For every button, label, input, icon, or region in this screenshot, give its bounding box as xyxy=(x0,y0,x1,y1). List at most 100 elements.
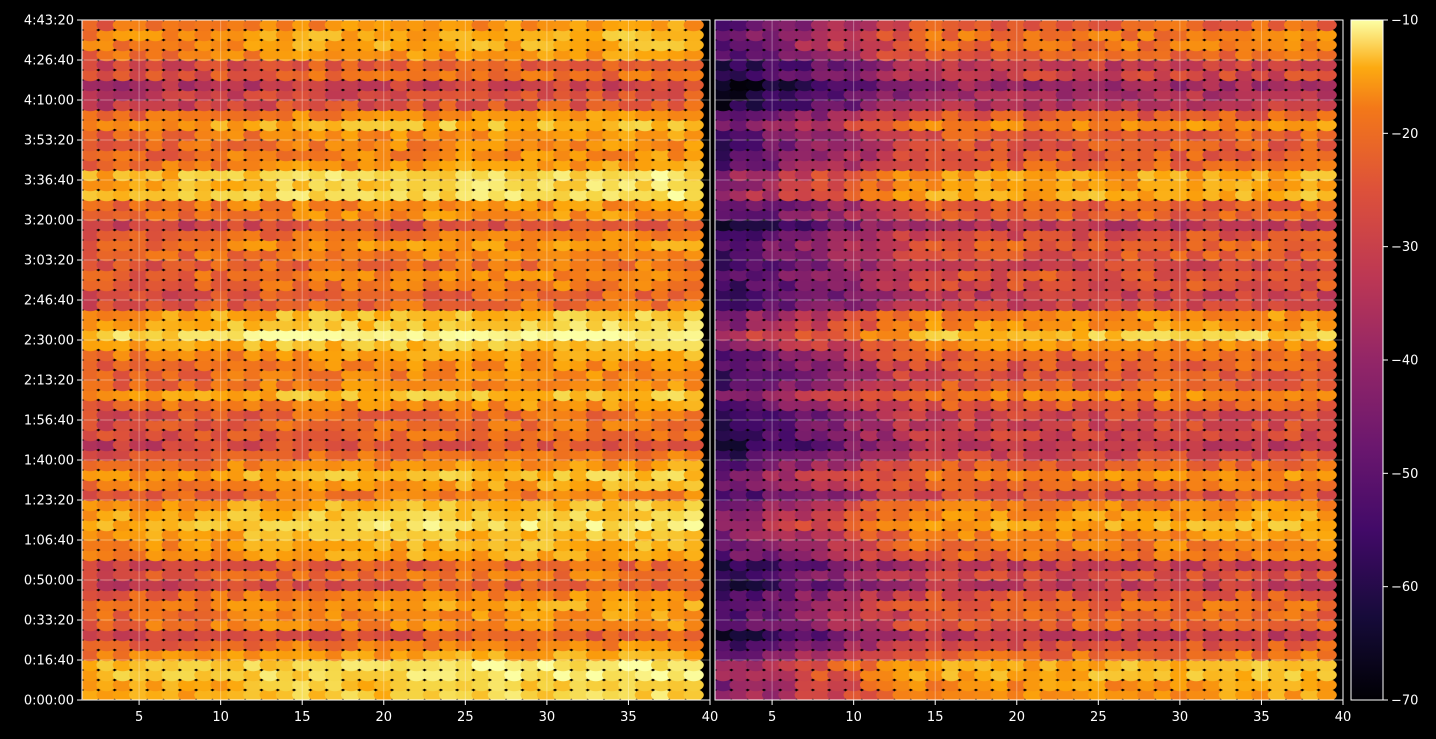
heatmap-cell xyxy=(308,638,329,652)
heatmap-cell xyxy=(226,118,248,132)
heatmap-cell xyxy=(1055,208,1076,222)
heatmap-cell xyxy=(275,138,296,152)
heatmap-cell xyxy=(1316,408,1337,422)
heatmap-cell xyxy=(96,558,117,572)
heatmap-cell xyxy=(259,20,280,32)
heatmap-cell xyxy=(129,488,150,502)
heatmap-cell xyxy=(585,278,606,292)
heatmap-cell xyxy=(161,148,182,162)
heatmap-cell xyxy=(487,368,508,382)
heatmap-cell xyxy=(908,128,930,142)
heatmap-cell xyxy=(1218,168,1239,182)
heatmap-cell xyxy=(373,88,394,102)
heatmap-cell xyxy=(324,28,345,42)
heatmap-cell xyxy=(308,558,329,572)
heatmap-cell xyxy=(259,558,280,572)
heatmap-cell xyxy=(308,198,329,212)
heatmap-cell xyxy=(520,608,541,622)
heatmap-cell xyxy=(876,518,897,532)
heatmap-cell xyxy=(96,318,117,332)
heatmap-cell xyxy=(373,318,394,332)
heatmap-cell xyxy=(843,188,864,202)
heatmap-cell xyxy=(651,358,672,372)
heatmap-cell xyxy=(194,458,215,472)
heatmap-cell xyxy=(145,28,166,42)
heatmap-cell xyxy=(1088,398,1109,412)
heatmap-cell xyxy=(585,88,606,102)
heatmap-cell xyxy=(226,198,248,212)
heatmap-cell xyxy=(827,328,848,342)
heatmap-cell xyxy=(715,568,734,582)
heatmap-cell xyxy=(876,538,897,552)
heatmap-cell xyxy=(1169,628,1190,642)
heatmap-cell xyxy=(585,638,606,652)
heatmap-cell xyxy=(683,558,704,572)
heatmap-cell xyxy=(585,258,606,272)
heatmap-cell xyxy=(112,188,133,202)
heatmap-cell xyxy=(602,608,623,622)
heatmap-cell xyxy=(504,548,525,562)
heatmap-cell xyxy=(634,118,655,132)
heatmap-cell xyxy=(487,198,508,212)
heatmap-cell xyxy=(1120,538,1141,552)
heatmap-cell xyxy=(715,478,734,492)
heatmap-cell xyxy=(487,318,508,332)
heatmap-cell xyxy=(941,388,962,402)
heatmap-cell xyxy=(1055,218,1076,232)
heatmap-cell xyxy=(324,248,345,262)
heatmap-cell xyxy=(1316,148,1337,162)
heatmap-cell xyxy=(82,88,101,102)
heatmap-cell xyxy=(1267,628,1288,642)
heatmap-cell xyxy=(1316,488,1337,502)
heatmap-cell xyxy=(194,508,215,522)
heatmap-cell xyxy=(1186,228,1207,242)
heatmap-cell xyxy=(1186,688,1207,700)
heatmap-cell xyxy=(1104,508,1125,522)
heatmap-cell xyxy=(1169,348,1190,362)
heatmap-cell xyxy=(226,98,248,112)
heatmap-cell xyxy=(941,358,962,372)
heatmap-cell xyxy=(145,248,166,262)
heatmap-cell xyxy=(1104,688,1125,700)
heatmap-cell xyxy=(324,108,345,122)
heatmap-cell xyxy=(455,268,476,282)
heatmap-cell xyxy=(471,418,492,432)
heatmap-cell xyxy=(243,88,264,102)
heatmap-cell xyxy=(1120,368,1141,382)
heatmap-cell xyxy=(974,418,995,432)
heatmap-cell xyxy=(161,78,182,92)
heatmap-cell xyxy=(827,238,848,252)
heatmap-cell xyxy=(194,678,215,692)
heatmap-cell xyxy=(210,218,231,232)
heatmap-cell xyxy=(390,438,411,452)
heatmap-cell xyxy=(145,338,166,352)
heatmap-cell xyxy=(455,308,476,322)
heatmap-cell xyxy=(422,148,443,162)
heatmap-cell xyxy=(762,348,783,362)
heatmap-cell xyxy=(553,438,574,452)
heatmap-cell xyxy=(778,198,799,212)
heatmap-cell xyxy=(745,508,766,522)
heatmap-cell xyxy=(145,188,166,202)
heatmap-cell xyxy=(471,668,492,682)
heatmap-cell xyxy=(974,138,995,152)
heatmap-cell xyxy=(1169,168,1190,182)
heatmap-cell xyxy=(1120,108,1141,122)
heatmap-cell xyxy=(341,20,362,32)
heatmap-cell xyxy=(259,488,280,502)
heatmap-cell xyxy=(324,238,345,252)
heatmap-cell xyxy=(843,588,864,602)
heatmap-cell xyxy=(129,598,150,612)
heatmap-cell xyxy=(1023,328,1044,342)
heatmap-cell xyxy=(827,518,848,532)
heatmap-cell xyxy=(876,148,897,162)
heatmap-cell xyxy=(602,388,623,402)
heatmap-cell xyxy=(1055,298,1076,312)
heatmap-cell xyxy=(1202,638,1223,652)
heatmap-cell xyxy=(96,268,117,282)
heatmap-cell xyxy=(129,158,150,172)
heatmap-cell xyxy=(667,378,688,392)
heatmap-cell xyxy=(683,678,704,692)
heatmap-cell xyxy=(1202,528,1223,542)
